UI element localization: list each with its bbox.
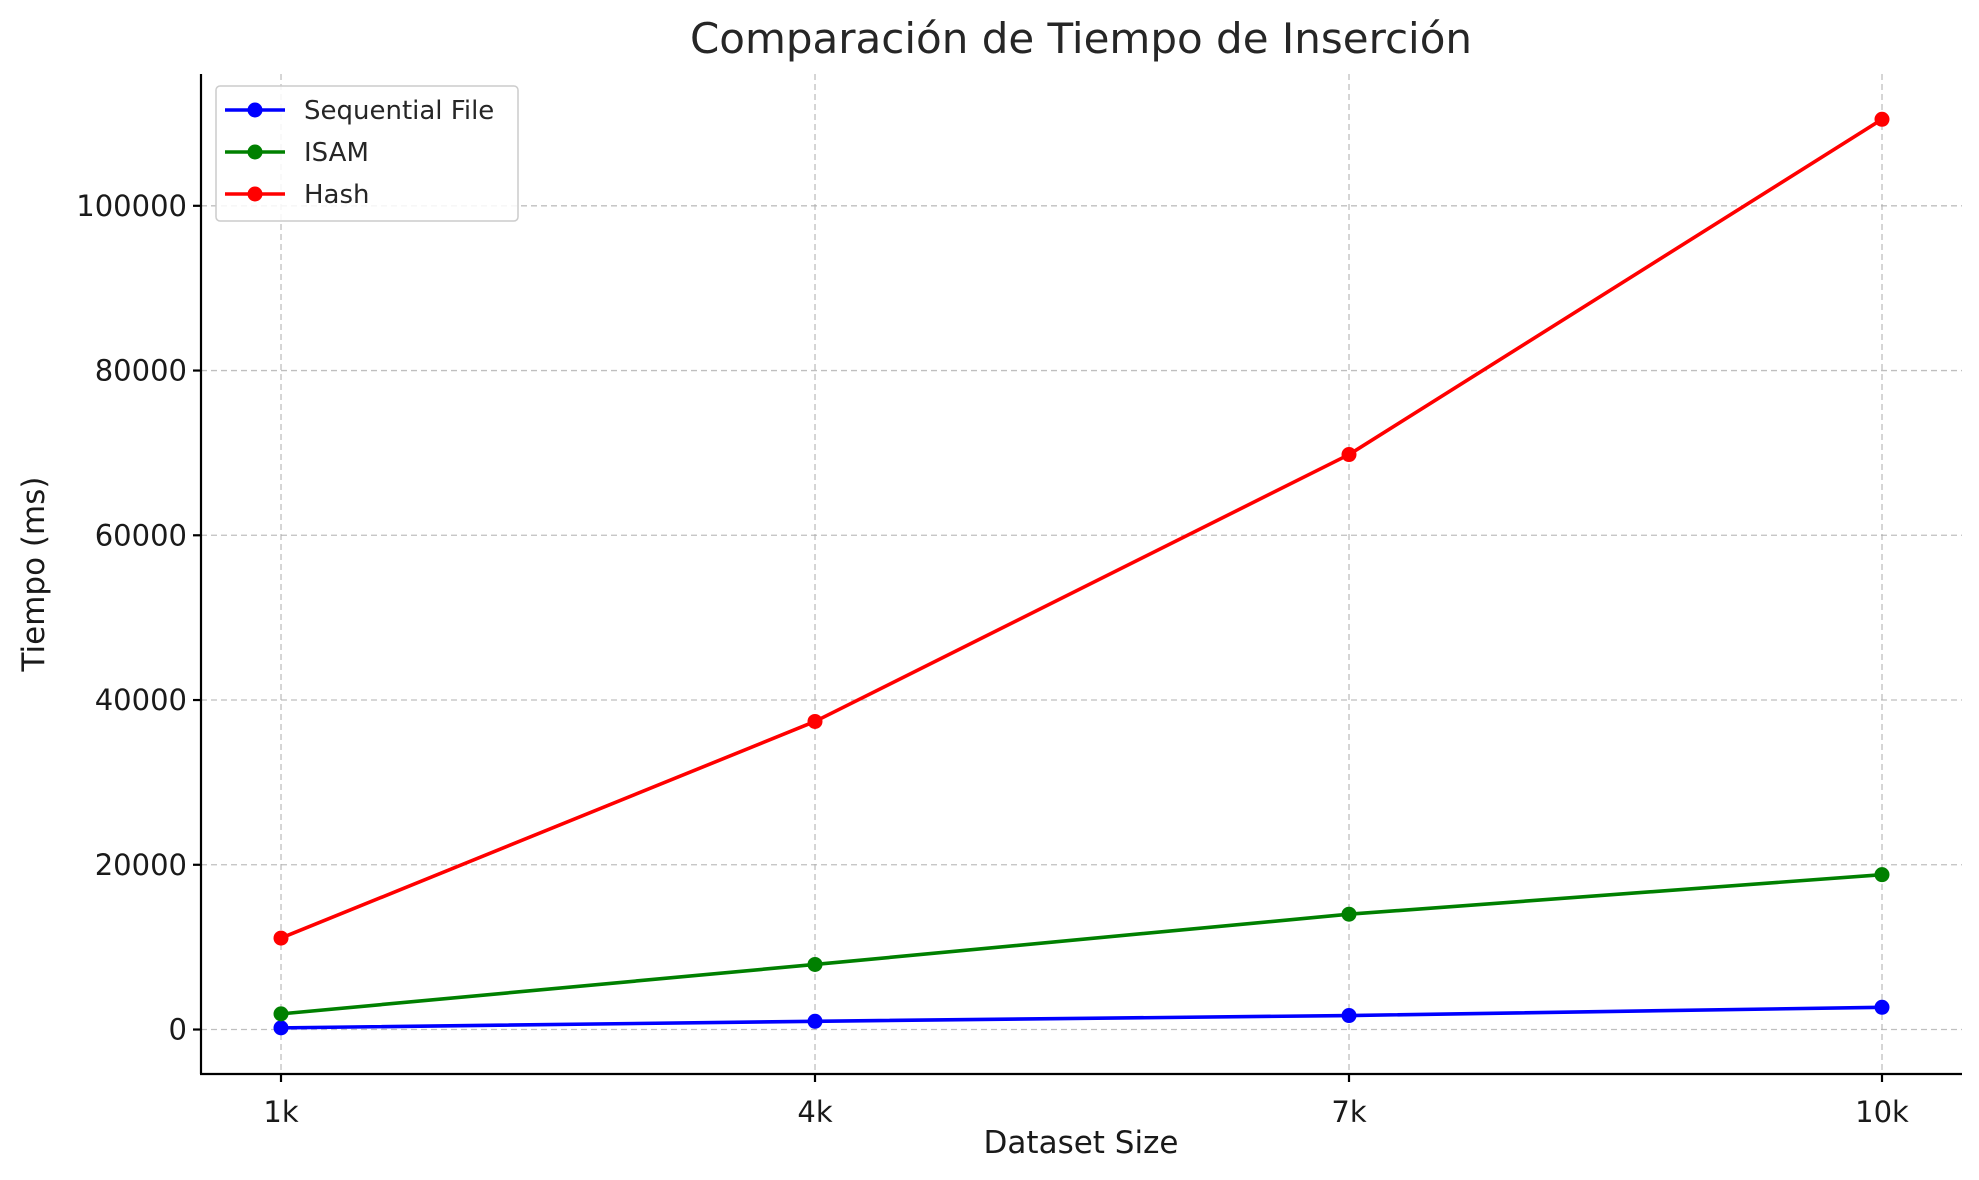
legend-label-hash: Hash xyxy=(304,180,370,210)
x-tick-label: 10k xyxy=(1855,1095,1909,1129)
legend-marker-isam xyxy=(247,144,263,160)
y-tick-label: 80000 xyxy=(95,354,187,388)
data-point-isam xyxy=(273,1006,289,1022)
data-point-sequential-file xyxy=(1874,999,1890,1015)
y-axis-label: Tiempo (ms) xyxy=(16,477,52,673)
y-tick-label: 20000 xyxy=(95,848,187,882)
x-tick-label: 4k xyxy=(797,1095,832,1129)
series-lines xyxy=(273,111,1890,1036)
axes xyxy=(199,74,1962,1076)
data-point-isam xyxy=(1341,906,1357,922)
data-point-hash xyxy=(807,713,823,729)
data-point-sequential-file xyxy=(1341,1008,1357,1024)
x-axis-label: Dataset Size xyxy=(984,1125,1179,1161)
y-tick-label: 100000 xyxy=(76,189,187,223)
data-point-sequential-file xyxy=(807,1013,823,1029)
data-point-isam xyxy=(807,956,823,972)
x-tick-label: 7k xyxy=(1331,1095,1366,1129)
x-tick-label: 1k xyxy=(263,1095,298,1129)
data-point-hash xyxy=(1341,447,1357,463)
legend-label-isam: ISAM xyxy=(304,138,369,168)
legend-marker-sequential-file xyxy=(247,102,263,118)
series-line-hash xyxy=(279,117,1884,940)
legend-marker-hash xyxy=(247,186,263,202)
y-tick-label: 60000 xyxy=(95,518,187,552)
grid xyxy=(201,74,1962,1074)
data-point-isam xyxy=(1874,867,1890,883)
legend-box xyxy=(215,85,519,222)
y-tick-label: 0 xyxy=(169,1013,187,1047)
chart-title: Comparación de Tiempo de Inserción xyxy=(690,14,1472,63)
series-line-sequential-file xyxy=(279,1005,1884,1030)
series-line-isam xyxy=(279,872,1884,1016)
legend-label-sequential-file: Sequential File xyxy=(304,96,494,126)
data-point-hash xyxy=(1874,111,1890,127)
legend: Sequential File ISAM Hash xyxy=(215,85,519,222)
y-tick-label: 40000 xyxy=(95,683,187,717)
data-point-hash xyxy=(273,930,289,946)
ticks: 1k 4k 7k 10k 0 20000 40000 60000 80000 100000 xyxy=(76,189,1909,1129)
data-point-sequential-file xyxy=(273,1020,289,1036)
